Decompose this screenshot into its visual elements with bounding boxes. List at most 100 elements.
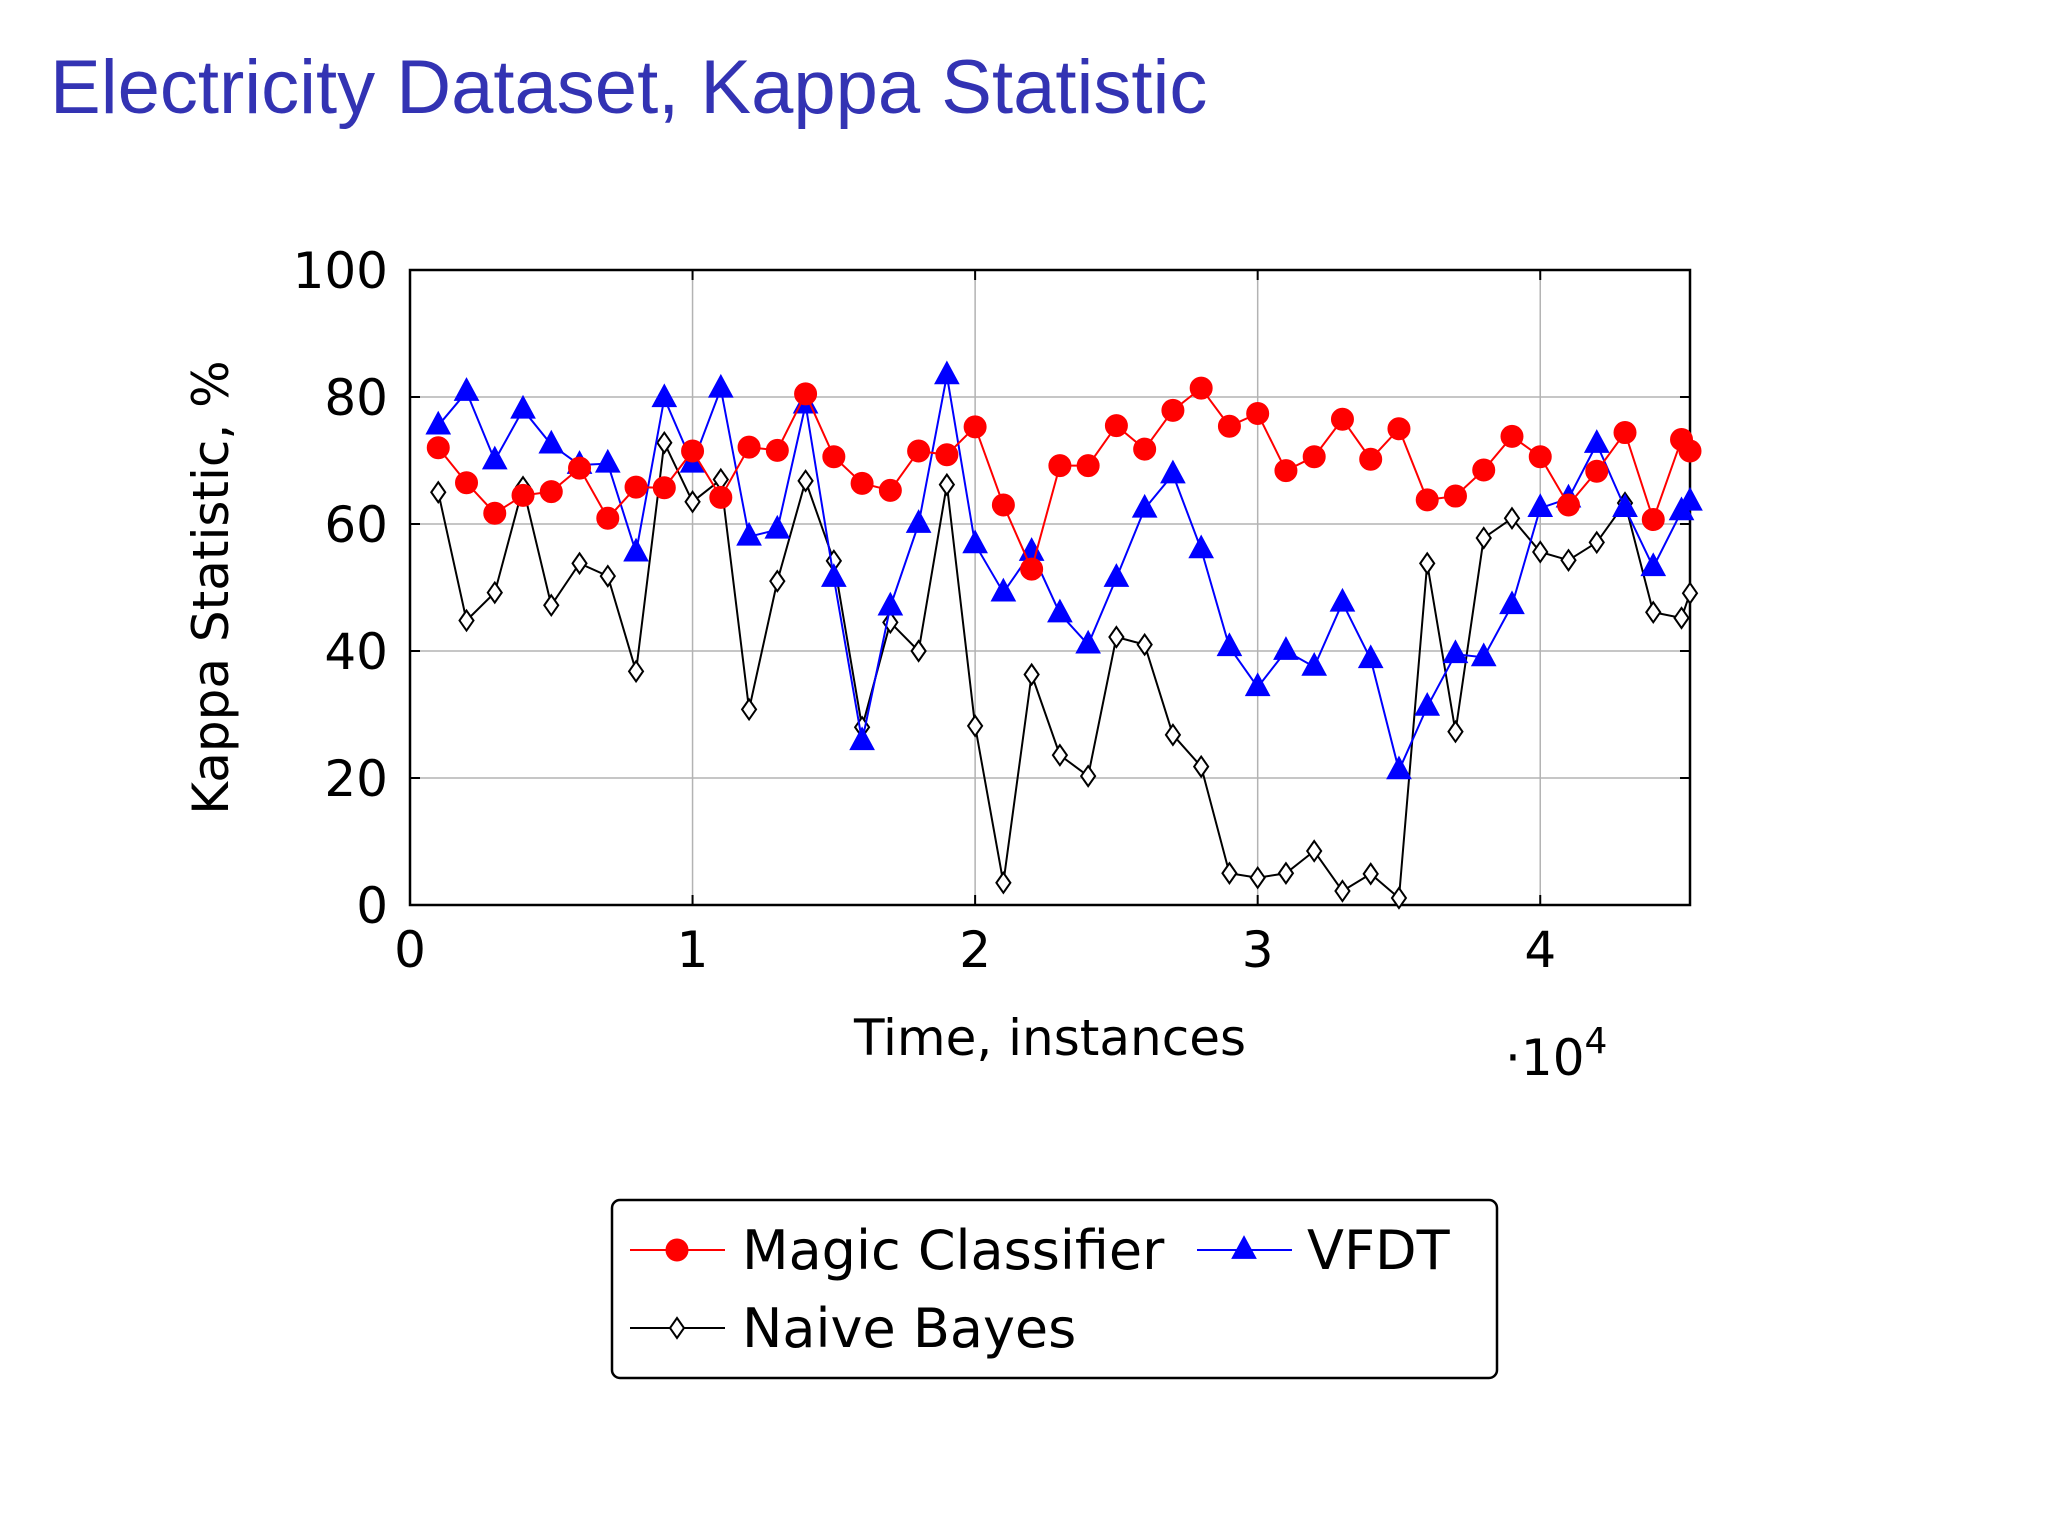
data-point-naive-bayes <box>1334 879 1351 903</box>
data-point-naive-bayes <box>1418 551 1436 576</box>
series-magic-classifier <box>426 376 1702 581</box>
data-point-vfdt <box>877 591 904 616</box>
data-point-vfdt <box>425 410 452 435</box>
data-point-naive-bayes <box>458 608 475 633</box>
series-line-magic-classifier <box>437 386 1691 573</box>
data-point-vfdt <box>821 563 847 587</box>
data-point-vfdt <box>1216 632 1243 657</box>
data-point-magic-classifier <box>681 439 705 463</box>
data-point-naive-bayes <box>1447 719 1464 744</box>
data-point-magic-classifier <box>596 506 620 530</box>
data-point-vfdt <box>736 521 762 546</box>
data-point-naive-bayes <box>486 580 503 605</box>
data-point-vfdt <box>1470 642 1497 667</box>
legend-entry-naive-bayes: Naive Bayes <box>630 1297 1076 1360</box>
data-point-magic-classifier <box>1359 447 1383 471</box>
data-point-vfdt <box>962 529 988 554</box>
data-point-magic-classifier <box>1556 493 1580 517</box>
data-point-vfdt <box>1160 459 1186 484</box>
data-point-naive-bayes <box>1681 581 1699 605</box>
data-point-vfdt <box>1640 552 1667 577</box>
series-vfdt <box>425 360 1703 780</box>
data-point-naive-bayes <box>571 551 588 576</box>
x-tick-label: 0 <box>394 921 426 979</box>
data-point-magic-classifier <box>737 435 761 459</box>
data-point-vfdt <box>1188 534 1215 559</box>
data-point-magic-classifier <box>1161 398 1185 422</box>
data-point-vfdt <box>1612 493 1638 518</box>
data-point-vfdt <box>1301 652 1328 676</box>
data-point-naive-bayes <box>995 871 1012 895</box>
data-point-naive-bayes <box>1277 861 1295 885</box>
data-point-vfdt <box>538 429 565 454</box>
legend-label-vfdt: VFDT <box>1307 1219 1451 1282</box>
data-point-magic-classifier <box>1500 424 1524 448</box>
data-point-naive-bayes <box>1249 865 1266 890</box>
plot-area-frame <box>408 268 1692 907</box>
data-point-vfdt <box>1329 587 1356 612</box>
y-tick-label: 20 <box>324 750 388 808</box>
data-point-magic-classifier <box>963 415 987 439</box>
data-point-naive-bayes <box>1362 862 1379 886</box>
legend-entry-vfdt: VFDT <box>1197 1219 1451 1282</box>
y-axis-ticks: 0 20 40 60 80 100 <box>293 242 1690 935</box>
data-point-magic-classifier <box>907 439 931 463</box>
data-point-naive-bayes <box>684 490 701 514</box>
data-point-vfdt <box>905 509 932 533</box>
x-tick-label: 4 <box>1524 921 1556 979</box>
data-point-vfdt <box>1499 590 1525 615</box>
data-point-vfdt <box>453 377 480 401</box>
data-point-magic-classifier <box>991 493 1015 517</box>
y-tick-label: 60 <box>324 496 388 554</box>
data-point-magic-classifier <box>765 438 789 462</box>
data-point-vfdt <box>1442 639 1469 664</box>
data-point-magic-classifier <box>878 478 902 502</box>
data-point-naive-bayes <box>1532 540 1549 564</box>
x-tick-label: 3 <box>1242 921 1274 979</box>
data-point-vfdt <box>764 514 791 539</box>
y-tick-label: 100 <box>293 242 388 300</box>
data-point-magic-classifier <box>568 456 592 480</box>
data-point-magic-classifier <box>935 443 959 467</box>
data-point-magic-classifier <box>1048 454 1072 478</box>
data-point-magic-classifier <box>455 471 479 495</box>
data-point-magic-classifier <box>624 475 648 499</box>
data-point-magic-classifier <box>1528 445 1552 469</box>
data-point-magic-classifier <box>1415 488 1439 512</box>
legend-swatch-marker-magic-classifier <box>665 1238 689 1262</box>
data-point-vfdt <box>1047 598 1073 623</box>
data-point-magic-classifier <box>1246 402 1270 426</box>
data-point-vfdt <box>1527 493 1554 518</box>
series-line-vfdt <box>437 375 1691 774</box>
slide-title: Electricity Dataset, Kappa Statistic <box>50 45 1208 130</box>
data-point-naive-bayes <box>1079 764 1097 788</box>
data-point-magic-classifier <box>1217 414 1241 438</box>
series-naive-bayes <box>430 430 1699 910</box>
series-group <box>425 360 1703 910</box>
data-point-naive-bayes <box>1475 526 1492 550</box>
data-point-magic-classifier <box>652 476 676 500</box>
data-point-naive-bayes <box>627 659 645 684</box>
data-point-vfdt <box>1273 636 1299 660</box>
data-point-naive-bayes <box>910 639 927 663</box>
data-point-magic-classifier <box>483 501 507 525</box>
data-point-vfdt <box>594 448 621 473</box>
data-point-naive-bayes <box>769 569 786 593</box>
data-point-naive-bayes <box>543 593 560 618</box>
data-point-vfdt <box>1103 563 1130 587</box>
legend: Magic Classifier VFDT Naive Bayes <box>610 1198 1499 1380</box>
data-point-naive-bayes <box>938 472 956 497</box>
data-point-naive-bayes <box>1108 625 1125 649</box>
data-point-naive-bayes <box>1588 530 1605 555</box>
data-point-magic-classifier <box>1104 414 1128 438</box>
data-point-magic-classifier <box>822 445 846 469</box>
data-point-naive-bayes <box>1390 886 1408 910</box>
data-point-naive-bayes <box>1051 743 1069 767</box>
data-point-naive-bayes <box>1673 606 1690 630</box>
data-point-magic-classifier <box>1387 417 1411 441</box>
data-point-naive-bayes <box>656 430 673 455</box>
y-tick-label: 0 <box>356 877 388 935</box>
series-line-naive-bayes <box>437 439 1691 901</box>
x-axis-scale-exponent: 4 <box>1585 1021 1608 1062</box>
